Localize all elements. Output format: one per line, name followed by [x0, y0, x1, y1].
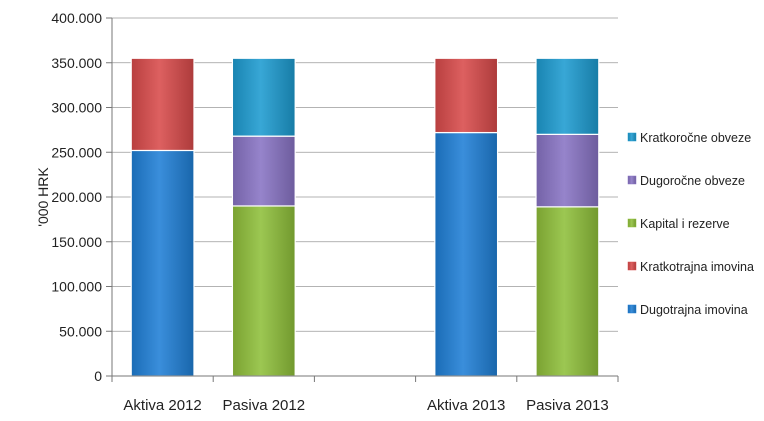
bar-segment-kapital-i-rezerve — [231, 205, 296, 377]
bar-segment-dugoročne-obveze — [231, 135, 296, 207]
y-tick-label: 50.000 — [59, 323, 102, 339]
y-tick-label: 100.000 — [51, 279, 102, 295]
x-category-label: Pasiva 2012 — [223, 397, 306, 414]
bar-segment-dugotrajna-imovina — [434, 131, 499, 377]
bar-segment-kratkoročne-obveze — [231, 57, 296, 137]
legend-swatch — [627, 132, 637, 142]
x-category-label: Aktiva 2013 — [427, 397, 505, 414]
legend-label: Dugotrajna imovina — [640, 303, 748, 317]
legend-label: Dugoročne obveze — [640, 174, 745, 188]
legend: Kratkoročne obveze Dugoročne obveze Kapita… — [627, 131, 754, 317]
bar-segment-dugoročne-obveze — [535, 133, 600, 208]
x-category-label: Aktiva 2012 — [123, 397, 201, 414]
bar-segment-kapital-i-rezerve — [535, 206, 600, 377]
bars — [130, 57, 600, 377]
legend-swatch — [627, 175, 637, 185]
y-tick-label: 350.000 — [51, 55, 102, 71]
y-tick-label: 250.000 — [51, 144, 102, 160]
bar-segment-kratkotrajna-imovina — [434, 57, 499, 134]
legend-swatch — [627, 218, 637, 228]
gridlines — [112, 17, 618, 377]
legend-label: Kratkoročne obveze — [640, 131, 751, 145]
y-tick-label: 300.000 — [51, 100, 102, 116]
legend-label: Kratkotrajna imovina — [640, 260, 754, 274]
bar-segment-kratkoročne-obveze — [535, 57, 600, 135]
y-tick-label: 400.000 — [51, 10, 102, 26]
x-category-label: Pasiva 2013 — [526, 397, 609, 414]
y-tick-label: 200.000 — [51, 189, 102, 205]
y-tick-label: 150.000 — [51, 234, 102, 250]
y-axis-title: '000 HRK — [35, 167, 51, 227]
axes: 0 50.000 100.000 150.000 200.000 250.000 300.0… — [35, 10, 619, 414]
y-tick-label: 0 — [94, 368, 102, 384]
bar-segment-kratkotrajna-imovina — [130, 57, 195, 152]
legend-swatch — [627, 261, 637, 271]
bar-segment-dugotrajna-imovina — [130, 149, 195, 377]
legend-label: Kapital i rezerve — [640, 217, 730, 231]
legend-swatch — [627, 304, 637, 314]
